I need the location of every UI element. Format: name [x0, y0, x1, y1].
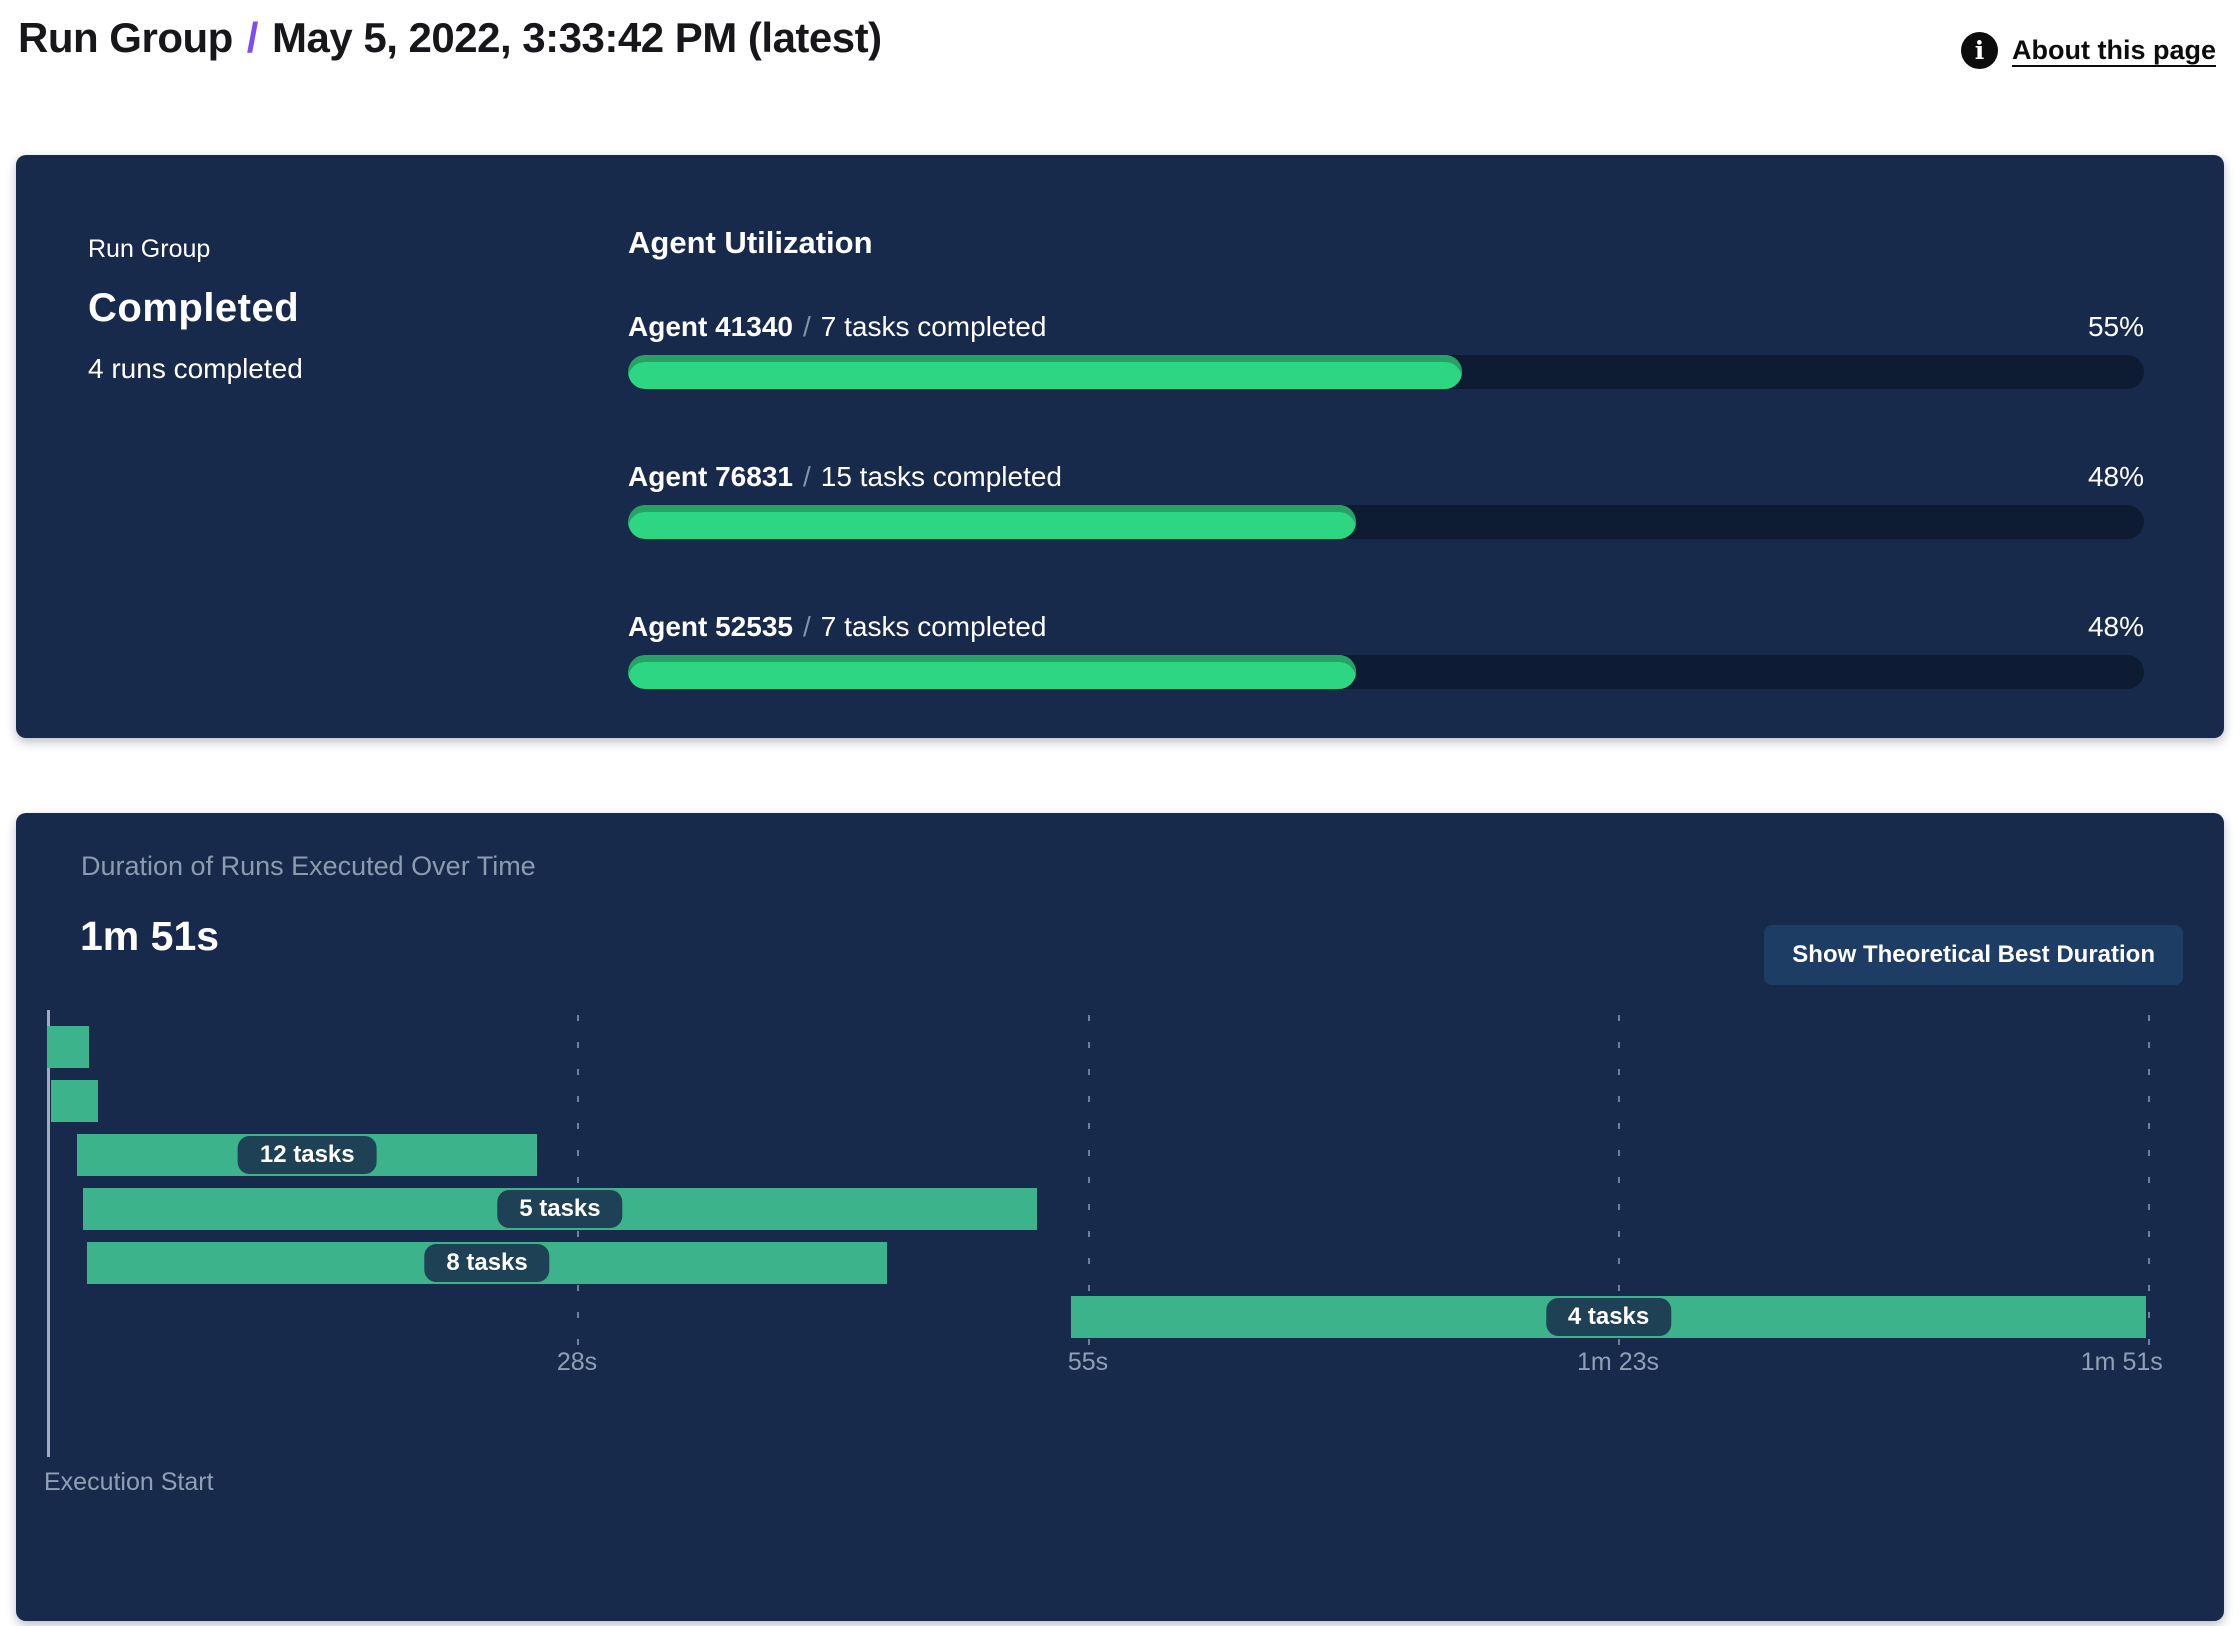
gridline	[2148, 1015, 2150, 1347]
utilization-progress-fill	[628, 505, 1356, 539]
info-icon: i	[1961, 32, 1998, 69]
agent-slash: /	[802, 461, 811, 492]
run-group-status: Completed	[88, 286, 300, 330]
agent-utilization-heading: Agent Utilization	[628, 225, 873, 260]
task-count-pill: 8 tasks	[424, 1244, 550, 1282]
about-link-label: About this page	[2012, 35, 2216, 65]
execution-start-caption: Execution Start	[44, 1468, 214, 1496]
execution-start-axis-line	[47, 1010, 50, 1457]
agent-tasks-completed: 7 tasks completed	[820, 611, 1047, 642]
utilization-progress-fill	[628, 655, 1356, 689]
duration-chart-card: Duration of Runs Executed Over Time 1m 5…	[16, 813, 2224, 1621]
utilization-progress-fill	[628, 355, 1462, 389]
agent-utilization-panel: Agent Utilization Agent 41340 / 7 tasks co…	[628, 225, 2144, 689]
agent-name: Agent 76831	[628, 461, 793, 492]
agent-name: Agent 41340	[628, 311, 793, 342]
utilization-progress-track	[628, 655, 2144, 689]
breadcrumb-separator: /	[246, 14, 259, 61]
axis-tick-label: 28s	[556, 1348, 598, 1376]
task-count-pill: 5 tasks	[497, 1190, 623, 1228]
gantt-run-bar[interactable]	[47, 1026, 89, 1068]
show-theoretical-best-duration-button[interactable]: Show Theoretical Best Duration	[1764, 925, 2183, 985]
runs-completed-count: 4 runs completed	[88, 353, 303, 384]
agent-utilization-percent: 48%	[2087, 611, 2144, 642]
duration-chart-title: Duration of Runs Executed Over Time	[81, 851, 536, 881]
task-count-pill: 4 tasks	[1545, 1298, 1672, 1336]
gridline	[1088, 1015, 1091, 1347]
page-title: Run Group / May 5, 2022, 3:33:42 PM (lates…	[18, 14, 882, 62]
utilization-progress-track	[628, 505, 2144, 539]
axis-tick-label: 1m 23s	[1577, 1348, 1660, 1376]
agent-utilization-row: Agent 52535 / 7 tasks completed 48%	[628, 611, 2144, 689]
gantt-run-bar[interactable]: 12 tasks	[77, 1134, 538, 1176]
total-duration-value: 1m 51s	[80, 913, 220, 959]
breadcrumb-root: Run Group	[18, 14, 233, 61]
gantt-run-bar[interactable]: 5 tasks	[82, 1188, 1037, 1230]
page-title-date: May 5, 2022, 3:33:42 PM (latest)	[271, 14, 882, 61]
agent-name: Agent 52535	[628, 611, 793, 642]
gantt-run-bar[interactable]: 4 tasks	[1071, 1296, 2147, 1338]
utilization-progress-track	[628, 355, 2144, 389]
run-group-status-panel: Run Group Completed 4 runs completed	[88, 225, 628, 674]
page-header: Run Group / May 5, 2022, 3:33:42 PM (lates…	[0, 0, 2240, 69]
gantt-plot: 28s 55s 1m 23s 1m 51s 12 tasks 5 tasks 8 tasks…	[47, 1010, 2163, 1460]
axis-tick-label: 1m 51s	[2080, 1348, 2163, 1376]
agent-slash: /	[802, 611, 811, 642]
gridline	[576, 1015, 579, 1347]
agent-utilization-percent: 48%	[2087, 461, 2144, 492]
gantt-run-bar[interactable]: 8 tasks	[86, 1242, 888, 1284]
task-count-pill: 12 tasks	[237, 1136, 377, 1174]
gantt-run-bar[interactable]	[50, 1080, 99, 1122]
agent-utilization-row: Agent 41340 / 7 tasks completed 55%	[628, 311, 2144, 389]
run-group-summary-card: Run Group Completed 4 runs completed Age…	[16, 155, 2224, 738]
agent-tasks-completed: 7 tasks completed	[820, 311, 1047, 342]
axis-tick-label: 55s	[1067, 1348, 1109, 1376]
agent-utilization-percent: 55%	[2087, 311, 2144, 342]
agent-utilization-row: Agent 76831 / 15 tasks completed 48%	[628, 461, 2144, 539]
agent-slash: /	[802, 311, 811, 342]
about-this-page-link[interactable]: i About this page	[1961, 32, 2216, 69]
agent-tasks-completed: 15 tasks completed	[820, 461, 1062, 492]
run-group-eyebrow: Run Group	[88, 235, 211, 263]
gridline	[1618, 1015, 1621, 1347]
